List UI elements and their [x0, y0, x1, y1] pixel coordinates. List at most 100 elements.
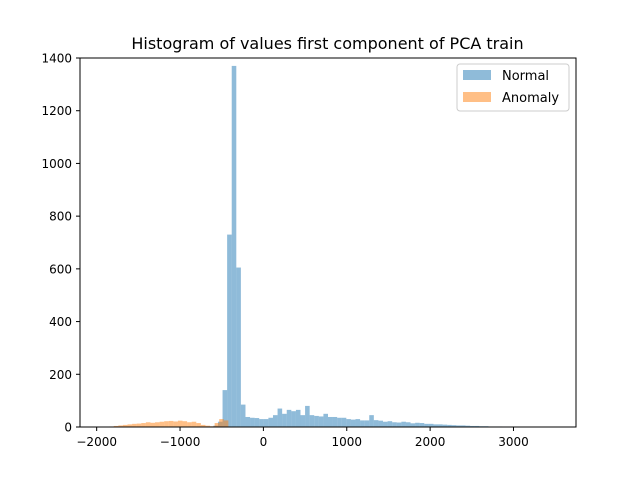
anomaly-bar [223, 420, 229, 427]
normal-bar [433, 424, 439, 427]
normal-bar [350, 419, 356, 427]
normal-bar [396, 422, 402, 427]
normal-bar [272, 415, 278, 427]
normal-bar [236, 267, 241, 427]
normal-bar [332, 416, 338, 427]
normal-bar [369, 415, 374, 427]
legend-swatch-anomaly [463, 92, 491, 102]
normal-bar [346, 419, 351, 427]
anomaly-bar [141, 423, 146, 427]
normal-bar [447, 424, 452, 427]
anomaly-bar [173, 421, 178, 427]
normal-bar [300, 415, 306, 427]
x-axis: −2000 −1000 0 1000 2000 3000 [76, 427, 529, 449]
normal-bar [240, 404, 246, 427]
normal-bar [401, 421, 406, 427]
y-tick-label: 0 [64, 421, 72, 435]
anomaly-bar [205, 425, 211, 427]
y-tick-label: 200 [49, 368, 72, 382]
x-tick-label: −2000 [76, 435, 117, 449]
normal-bar [341, 417, 347, 427]
normal-bar [263, 419, 269, 427]
anomaly-bar [150, 422, 156, 427]
normal-bar [309, 415, 315, 427]
anomaly-bar [145, 422, 151, 427]
normal-bar [378, 420, 384, 427]
normal-bar [231, 65, 237, 427]
plot-frame [79, 57, 577, 428]
normal-bar [355, 419, 361, 427]
normal-bar [474, 425, 480, 427]
anomaly-bar [113, 425, 119, 427]
normal-bar [470, 425, 475, 427]
normal-bar [282, 413, 287, 427]
normal-bar [323, 413, 328, 427]
normal-bar [291, 411, 296, 427]
normal-bar [451, 425, 457, 427]
normal-bar [259, 419, 264, 427]
anomaly-bar [127, 424, 133, 427]
normal-bar [318, 416, 324, 427]
normal-bar [387, 421, 393, 427]
x-tick-label: −1000 [160, 435, 201, 449]
y-tick-label: 1400 [41, 52, 72, 66]
normal-bar [268, 417, 273, 427]
anomaly-bar [118, 425, 123, 427]
anomaly-bar [122, 424, 128, 427]
legend-label-normal: Normal [502, 69, 549, 84]
anomaly-bar [159, 421, 165, 427]
normal-bar [305, 405, 310, 427]
y-tick-label: 1200 [41, 104, 72, 118]
normal-bar [360, 420, 365, 427]
normal-bar [337, 417, 342, 427]
normal-bar [428, 423, 434, 427]
normal-bar [364, 420, 370, 427]
anomaly-bar [168, 420, 174, 427]
anomaly-bar [155, 422, 160, 427]
normal-series-bars [213, 65, 521, 427]
anomaly-bar [196, 423, 201, 427]
anomaly-bar [214, 423, 220, 427]
normal-bar [415, 422, 420, 427]
anomaly-bar [164, 421, 169, 427]
y-tick-label: 800 [49, 210, 72, 224]
normal-bar [250, 417, 255, 427]
y-tick-label: 1000 [41, 157, 72, 171]
normal-bar [227, 234, 232, 427]
x-tick-label: 2000 [415, 435, 446, 449]
anomaly-bar [182, 421, 188, 427]
anomaly-bar [136, 423, 142, 427]
normal-bar [254, 418, 260, 427]
normal-bar [314, 415, 319, 427]
normal-bar [373, 420, 379, 427]
normal-bar [392, 422, 397, 427]
normal-bar [424, 423, 429, 427]
legend-label-anomaly: Anomaly [502, 91, 559, 106]
x-tick-label: 1000 [331, 435, 362, 449]
anomaly-bar [132, 423, 137, 427]
normal-bar [245, 416, 251, 427]
normal-bar [465, 425, 471, 427]
anomaly-bar [187, 422, 192, 427]
anomaly-bar [219, 419, 224, 427]
normal-bar [410, 423, 416, 427]
legend: Normal Anomaly [456, 63, 570, 112]
anomaly-bar [177, 420, 183, 427]
x-tick-label: 0 [260, 435, 268, 449]
normal-bar [405, 422, 411, 427]
normal-bar [277, 408, 283, 427]
normal-bar [222, 390, 228, 427]
normal-bar [295, 409, 301, 427]
normal-bar [286, 409, 292, 427]
normal-bar [438, 424, 443, 427]
anomaly-bar [191, 421, 197, 427]
normal-bar [460, 425, 466, 427]
y-tick-label: 600 [49, 262, 72, 276]
x-tick-label: 3000 [498, 435, 529, 449]
normal-bar [383, 421, 388, 427]
normal-bar [419, 423, 425, 427]
y-axis: 0 200 400 600 800 1000 1200 1400 [41, 52, 80, 435]
legend-swatch-normal [463, 70, 491, 80]
normal-bar [328, 416, 333, 427]
